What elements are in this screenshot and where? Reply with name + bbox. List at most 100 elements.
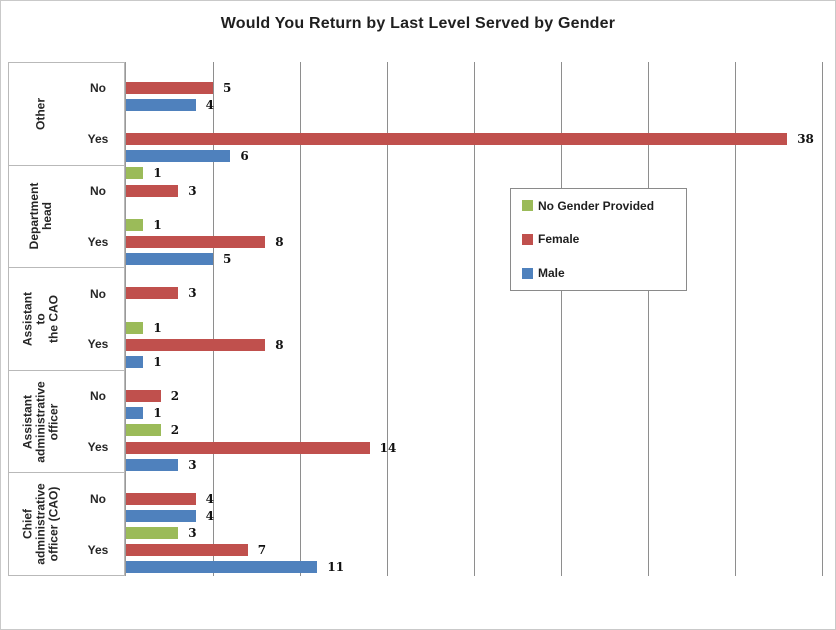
bar-female	[126, 287, 179, 300]
bar-slot: 6	[126, 148, 835, 165]
answer-label-no: No	[90, 183, 106, 198]
plot-group-4: 4 4 3 7 11	[126, 473, 835, 576]
bar-value-label: 14	[379, 440, 397, 455]
bar-female	[126, 133, 788, 146]
bar-value-label: 1	[153, 406, 162, 421]
bar-slot: 3	[126, 182, 835, 199]
bar-value-label: 4	[205, 97, 214, 112]
group-label: Assistant to the CAO	[20, 291, 60, 346]
bar-value-label: 2	[170, 423, 180, 438]
bar-male	[126, 407, 144, 420]
gridline-15	[387, 62, 388, 576]
bar-female	[126, 544, 248, 557]
answer-label-yes: Yes	[87, 439, 109, 454]
answer-labels: No Yes	[72, 166, 124, 268]
gridline-25	[561, 62, 562, 576]
group-label-box-2: Assistant to the CAO No Yes	[8, 267, 125, 371]
bar-slot: 4	[126, 96, 835, 113]
bar-slot: 1	[126, 405, 835, 422]
bar-female	[126, 235, 266, 248]
bar-slot: 1	[126, 216, 835, 233]
bar-value-label: 8	[275, 234, 284, 249]
bar-value-label: 3	[188, 457, 197, 472]
bar-female	[126, 390, 161, 403]
bar-value-label: 1	[153, 166, 162, 181]
bar-value-label: 5	[223, 252, 232, 267]
answer-labels: No Yes	[72, 371, 124, 473]
bar-slot: 5	[126, 250, 835, 267]
chart-title: Would You Return by Last Level Served by…	[220, 15, 616, 32]
answer-labels: No Yes	[72, 473, 124, 575]
bar-value-label: 4	[205, 509, 214, 524]
gridline-40	[822, 62, 823, 576]
bar-male	[126, 510, 196, 523]
answer-label-yes: Yes	[87, 132, 109, 147]
gridline-10	[300, 62, 301, 576]
legend-swatch-icon	[522, 200, 533, 212]
group-label-box-4: Chief administrative officer (CAO) No Yes	[8, 472, 125, 576]
bar-value-label: 1	[153, 320, 162, 335]
plot-group-3: 2 1 2 14 3	[126, 370, 835, 473]
answer-label-no: No	[90, 286, 106, 301]
bar-male	[126, 355, 144, 368]
legend: No Gender Provided Female Male	[510, 188, 687, 291]
bar-slot: 7	[126, 542, 835, 559]
answer-label-no: No	[90, 389, 106, 404]
bar-slot	[126, 302, 835, 319]
bar-slot	[126, 370, 835, 387]
group-label: Department head	[26, 183, 54, 250]
bar-slot: 2	[126, 388, 835, 405]
bar-male	[126, 253, 213, 266]
bars-region: 5 4 38 6 1 3 1 8 5 3 1 8 1 2 1 2 14 3 4 4 3 7 11	[126, 62, 835, 576]
bar-cluster-yes: 38 6	[126, 113, 835, 165]
bar-no-gender-provided	[126, 321, 144, 334]
bar-no-gender-provided	[126, 167, 144, 180]
bar-slot	[126, 199, 835, 216]
legend-item-male: Male	[522, 266, 686, 280]
bar-value-label: 6	[240, 149, 249, 164]
gridline-35	[735, 62, 736, 576]
answer-label-no: No	[90, 491, 106, 506]
bar-slot: 1	[126, 353, 835, 370]
group-label: Chief administrative officer (CAO)	[20, 483, 60, 565]
bar-slot: 3	[126, 525, 835, 542]
bar-slot: 3	[126, 285, 835, 302]
answer-label-yes: Yes	[87, 234, 109, 249]
bar-value-label: 3	[188, 526, 197, 541]
bar-value-label: 1	[153, 354, 162, 369]
bar-value-label: 1	[153, 217, 162, 232]
bar-no-gender-provided	[126, 218, 144, 231]
bar-cluster-yes: 2 14 3	[126, 422, 835, 473]
bar-cluster-yes: 3 7 11	[126, 525, 835, 576]
bar-slot	[126, 62, 835, 79]
bar-female	[126, 441, 370, 454]
bar-slot: 1	[126, 165, 835, 182]
gridline-20	[474, 62, 475, 576]
bar-slot: 14	[126, 439, 835, 456]
bar-value-label: 38	[797, 132, 814, 147]
bar-slot: 8	[126, 336, 835, 353]
chart-area: Other No Yes Department head No Yes Assistant …	[8, 62, 835, 576]
bar-slot: 4	[126, 490, 835, 507]
answer-label-yes: Yes	[87, 542, 109, 557]
group-label-box-3: Assistant administrative officer No Yes	[8, 369, 125, 474]
bar-value-label: 11	[327, 560, 345, 575]
bar-value-label: 4	[205, 491, 214, 506]
bar-value-label: 2	[170, 389, 180, 404]
plot-group-2: 3 1 8 1	[126, 268, 835, 371]
group-label-box-1: Department head No Yes	[8, 164, 125, 269]
bar-female	[126, 338, 266, 351]
legend-swatch-icon	[522, 267, 533, 279]
bar-value-label: 8	[275, 337, 284, 352]
answer-labels: No Yes	[72, 268, 124, 370]
legend-label: Female	[538, 232, 580, 247]
bar-female	[126, 492, 196, 505]
bar-male	[126, 150, 231, 163]
bar-no-gender-provided	[126, 424, 161, 437]
legend-label: No Gender Provided	[538, 198, 655, 213]
bar-slot: 4	[126, 507, 835, 524]
bar-value-label: 5	[223, 80, 232, 95]
